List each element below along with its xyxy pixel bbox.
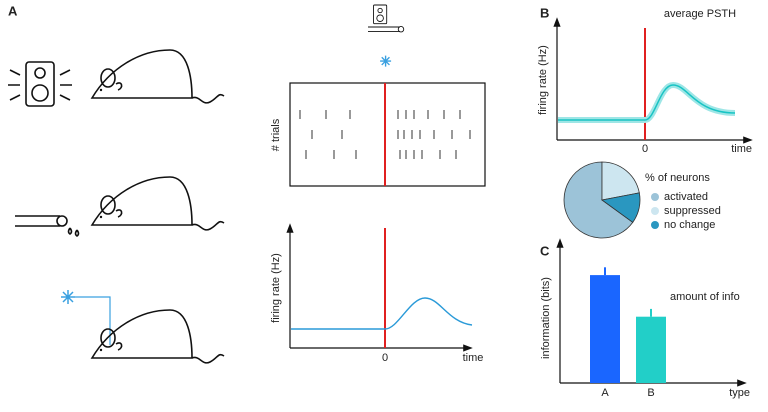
legend-label: no change	[664, 219, 715, 231]
x-tick-label: 0	[642, 143, 648, 155]
chart-title: amount of info	[670, 291, 740, 303]
stimulus-icon	[368, 4, 405, 67]
psth-curve	[291, 297, 473, 330]
legend-swatch	[651, 221, 659, 229]
psth-curve	[558, 84, 736, 121]
raster-ticks	[299, 110, 471, 159]
x-axis-label: time	[463, 352, 484, 364]
pie-slice	[601, 161, 640, 201]
x-tick-label: A	[601, 387, 609, 399]
odor-tube	[15, 215, 80, 237]
bar	[636, 316, 666, 383]
legend-label: suppressed	[664, 205, 721, 217]
legend-swatch	[651, 193, 659, 201]
panel-label: C	[540, 243, 550, 258]
y-axis-label: firing rate (Hz)	[270, 253, 282, 323]
legend-label: activated	[664, 191, 708, 203]
x-tick-label: 0	[382, 352, 388, 364]
laser	[61, 290, 111, 345]
legend-swatch	[651, 207, 659, 215]
pie-slice	[563, 161, 634, 239]
legend-title: % of neurons	[645, 172, 710, 184]
pie-slice	[601, 192, 641, 223]
y-axis-label: # trials	[270, 118, 282, 151]
panel-label: B	[540, 5, 549, 20]
y-axis-label: firing rate (Hz)	[537, 45, 549, 115]
panel-label: A	[8, 3, 18, 18]
bar	[590, 275, 620, 383]
x-axis-label: type	[729, 387, 750, 399]
chart-title: average PSTH	[664, 8, 736, 20]
x-axis-label: time	[731, 143, 752, 155]
mouse	[91, 176, 225, 231]
psth-band	[558, 81, 736, 123]
x-tick-label: B	[647, 387, 654, 399]
y-axis-label: information (bits)	[540, 277, 552, 359]
raster-frame	[289, 82, 486, 187]
mouse	[91, 49, 225, 104]
speaker	[8, 61, 72, 107]
mouse	[91, 309, 225, 364]
